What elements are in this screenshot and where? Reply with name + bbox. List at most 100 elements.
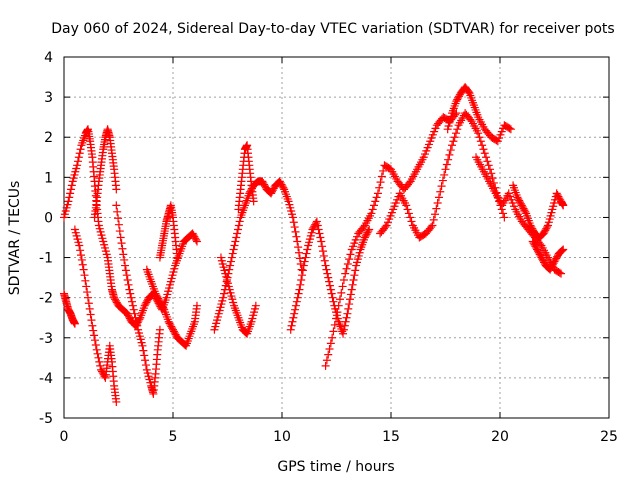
series-h (210, 177, 306, 334)
data-point (83, 288, 92, 297)
data-point (444, 155, 453, 164)
data-point (232, 233, 241, 242)
data-point (318, 242, 327, 251)
data-point (319, 251, 328, 260)
x-tick-labels: 0 5 10 15 20 25 (60, 429, 618, 445)
data-point (372, 193, 381, 202)
data-point (295, 254, 304, 263)
data-point (448, 141, 457, 150)
data-point (449, 137, 458, 146)
data-point (128, 301, 137, 310)
data-point (381, 223, 390, 232)
y-tick-label: 3 (44, 90, 53, 106)
data-point (536, 239, 545, 248)
data-point (286, 325, 295, 334)
data-point (293, 293, 302, 302)
data-point (431, 210, 440, 219)
data-point (131, 313, 140, 322)
data-point (558, 246, 567, 255)
data-point (124, 280, 133, 289)
data-point (499, 209, 508, 218)
data-point (121, 266, 130, 275)
data-point (346, 250, 355, 259)
y-tick-label: 1 (44, 170, 53, 186)
data-point (559, 245, 568, 254)
data-point (291, 305, 300, 314)
data-point (66, 185, 75, 194)
data-point (119, 250, 128, 259)
data-point (115, 227, 124, 236)
data-point (341, 269, 350, 278)
data-point (328, 293, 337, 302)
data-point (438, 176, 447, 185)
data-point (323, 269, 332, 278)
data-point (121, 261, 130, 270)
data-point (365, 225, 374, 234)
data-point (432, 204, 441, 213)
chart-title: Day 060 of 2024, Sidereal Day-to-day VTE… (51, 21, 614, 37)
y-tick-label: -2 (39, 291, 53, 307)
series-j (234, 141, 258, 214)
data-point (316, 233, 325, 242)
data-point (85, 304, 94, 313)
data-point (291, 227, 300, 236)
data-point (402, 201, 411, 210)
series-g (155, 201, 182, 262)
data-point (442, 160, 451, 169)
data-point (557, 247, 566, 256)
data-point (324, 273, 333, 282)
data-point (327, 289, 336, 298)
data-point (407, 217, 416, 226)
data-point (231, 237, 240, 246)
data-point (86, 310, 95, 319)
x-tick-label: 20 (491, 429, 509, 445)
data-point (249, 197, 258, 206)
data-point (90, 331, 99, 340)
data-point (138, 341, 147, 350)
series-c (70, 225, 121, 406)
data-point (321, 261, 330, 270)
series-i (216, 253, 260, 338)
data-point (64, 197, 73, 206)
data-point (379, 166, 388, 175)
data-point (291, 301, 300, 310)
data-point (125, 285, 134, 294)
data-point (334, 301, 343, 310)
data-point (77, 255, 86, 264)
data-point (312, 217, 321, 226)
data-point (89, 326, 98, 335)
data-point (96, 361, 105, 370)
data-point (347, 285, 356, 294)
data-point (313, 221, 322, 230)
data-point (369, 201, 378, 210)
data-point (113, 207, 122, 216)
data-point (141, 356, 150, 365)
data-point (226, 261, 235, 270)
data-point (141, 361, 150, 370)
data-point (95, 357, 104, 366)
data-point (92, 345, 101, 354)
series-b (60, 289, 79, 328)
data-point (367, 209, 376, 218)
data-point (543, 223, 552, 232)
data-point (339, 276, 348, 285)
data-point (359, 223, 368, 232)
data-point (128, 297, 137, 306)
data-point (464, 87, 473, 96)
data-point (292, 232, 301, 241)
data-point (405, 178, 414, 187)
data-point (78, 260, 87, 269)
data-point (122, 271, 131, 280)
data-point (242, 328, 251, 337)
data-point (181, 340, 190, 349)
data-point (219, 293, 228, 302)
series-n (443, 83, 515, 146)
data-point (436, 187, 445, 196)
data-point (295, 248, 304, 257)
data-point (295, 285, 304, 294)
data-point (343, 309, 352, 318)
data-point (74, 153, 83, 162)
data-point (94, 353, 103, 362)
data-point (342, 264, 351, 273)
data-point (112, 397, 121, 406)
